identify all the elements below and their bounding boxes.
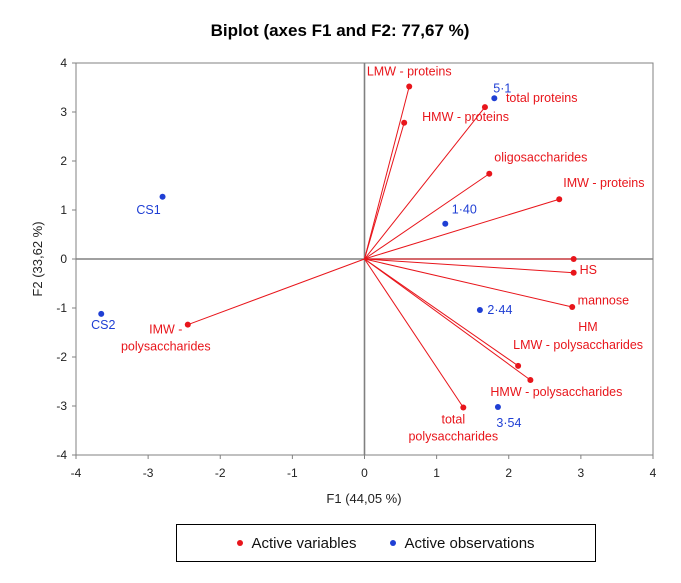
- legend-variables-label: Active variables: [251, 534, 357, 552]
- y-axis-title: F2 (33,62 %): [30, 221, 45, 296]
- observation-label: 1·40: [452, 203, 477, 217]
- variable-vector-line: [364, 258, 574, 274]
- variable-point: [486, 170, 493, 177]
- y-tick-label: 3: [60, 105, 67, 119]
- variable-point: [570, 269, 577, 276]
- variable-label: LMW - proteins: [367, 65, 452, 79]
- chart-legend: Active variables Active observations: [176, 524, 596, 562]
- variable-label: HMW - polysaccharides: [490, 385, 622, 399]
- y-tick-label: 4: [60, 56, 67, 70]
- variable-point: [527, 377, 534, 384]
- variable-point: [515, 362, 522, 369]
- y-tick-label: -3: [56, 399, 67, 413]
- variable-label: HMW - proteins: [422, 110, 509, 124]
- point-labels: LMW - proteins HMW - proteins total protei…: [91, 65, 644, 444]
- legend-item-variables: Active variables: [237, 535, 356, 552]
- x-axis-ticks: -4 -3 -2 -1 0 1 2 3 4: [71, 455, 657, 480]
- observation-label: 5·1: [493, 81, 511, 95]
- chart-title: Biplot (axes F1 and F2: 77,67 %): [211, 21, 470, 40]
- y-tick-label: 1: [60, 203, 67, 217]
- observation-points: [98, 95, 501, 410]
- x-tick-label: -3: [143, 466, 154, 480]
- variable-label: mannose: [578, 294, 629, 308]
- x-tick-label: 0: [361, 466, 368, 480]
- x-tick-label: 4: [650, 466, 657, 480]
- variable-point: [460, 404, 467, 411]
- x-tick-label: 3: [578, 466, 585, 480]
- variable-label: total polysaccharides: [408, 412, 498, 443]
- variable-vector-line: [364, 198, 560, 260]
- variable-point: [406, 83, 413, 90]
- observation-point: [476, 306, 483, 313]
- variable-point: [481, 104, 488, 111]
- x-tick-label: -2: [215, 466, 226, 480]
- x-tick-label: -4: [71, 466, 82, 480]
- variable-label: HM: [578, 320, 597, 334]
- variable-vector-line: [364, 258, 573, 308]
- x-tick-label: -1: [287, 466, 298, 480]
- variable-vector-line: [187, 258, 365, 326]
- variable-point: [184, 321, 191, 328]
- observation-label: 3·54: [496, 416, 521, 430]
- x-tick-label: 1: [433, 466, 440, 480]
- y-tick-label: 2: [60, 154, 67, 168]
- variable-label: total proteins: [506, 91, 578, 105]
- x-axis-title: F1 (44,05 %): [326, 491, 401, 506]
- observation-point: [159, 193, 166, 200]
- legend-observations-label: Active observations: [404, 534, 535, 552]
- y-tick-label: -2: [56, 350, 67, 364]
- variable-point: [401, 119, 408, 126]
- observation-point: [442, 220, 449, 227]
- variable-vector-line: [364, 122, 405, 260]
- variable-label: HS: [580, 263, 597, 277]
- legend-observations-marker: [390, 540, 397, 546]
- variable-label: LMW - polysaccharides: [513, 338, 643, 352]
- variable-vectors: [184, 83, 577, 411]
- observation-label: CS2: [91, 318, 115, 332]
- observation-label: 2·44: [487, 303, 512, 317]
- variable-vector-line: [364, 258, 519, 367]
- x-tick-label: 2: [505, 466, 512, 480]
- observation-point: [98, 310, 105, 317]
- variable-label: IMW - proteins: [563, 176, 644, 190]
- variable-vector-line: [364, 106, 486, 260]
- variable-vector-line: [364, 86, 410, 260]
- variable-point: [569, 304, 576, 311]
- variable-point: [556, 196, 563, 203]
- observation-point: [491, 95, 498, 102]
- variable-vector-line: [364, 258, 464, 408]
- observation-label: CS1: [136, 203, 160, 217]
- variable-vector-line: [364, 173, 490, 260]
- legend-variables-marker: [237, 540, 244, 546]
- y-axis-ticks: -4 -3 -2 -1 0 1 2 3 4: [56, 56, 76, 462]
- variable-point: [570, 256, 577, 262]
- variable-label: oligosaccharides: [494, 151, 587, 165]
- variable-vector-line: [364, 258, 531, 381]
- variable-label: IMW -polysaccharides: [121, 323, 211, 354]
- legend-item-observations: Active observations: [390, 534, 535, 552]
- y-tick-label: 0: [60, 252, 67, 266]
- y-tick-label: -1: [56, 301, 67, 315]
- y-tick-label: -4: [56, 448, 67, 462]
- observation-point: [494, 403, 501, 410]
